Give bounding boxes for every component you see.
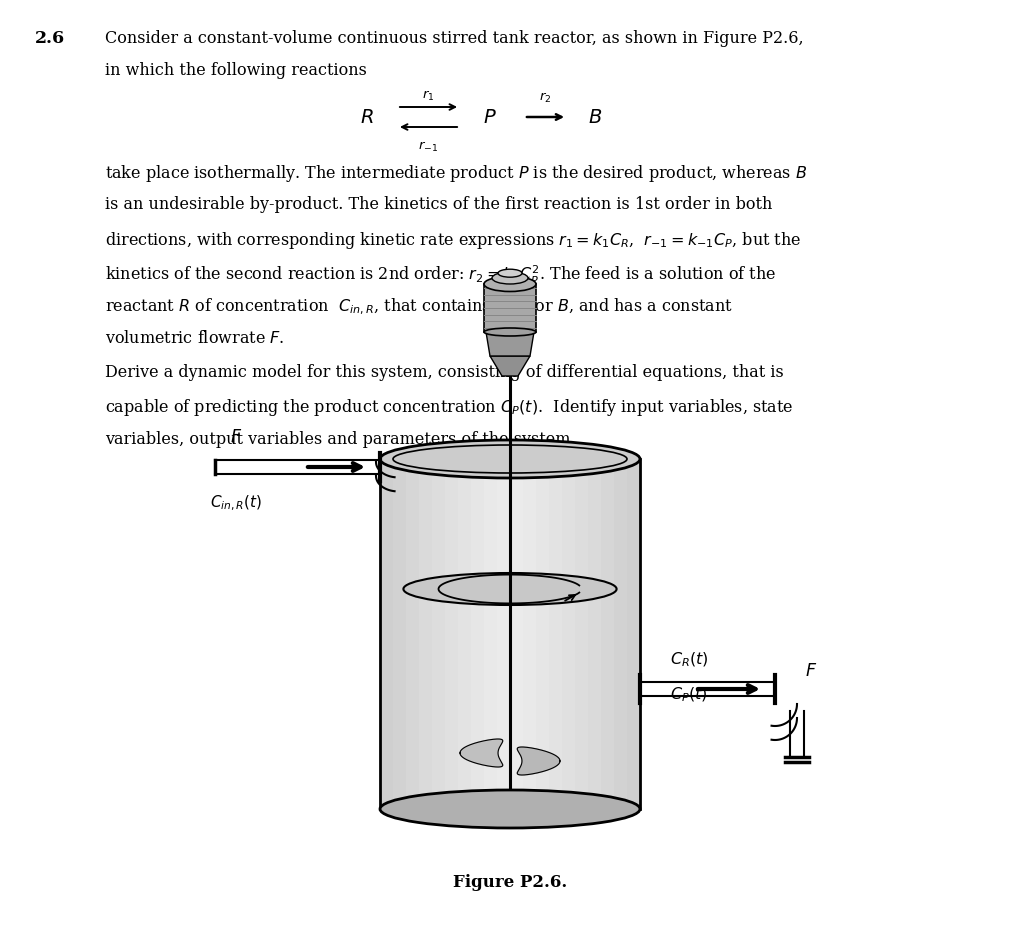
Polygon shape: [588, 460, 614, 809]
Ellipse shape: [380, 441, 640, 479]
Text: Consider a constant-volume continuous stirred tank reactor, as shown in Figure P: Consider a constant-volume continuous st…: [105, 30, 804, 47]
Polygon shape: [497, 460, 523, 809]
Polygon shape: [445, 460, 471, 809]
Polygon shape: [471, 460, 497, 809]
Polygon shape: [460, 739, 503, 767]
Polygon shape: [406, 460, 432, 809]
Text: take place isothermally. The intermediate product $P$ is the desired product, wh: take place isothermally. The intermediat…: [105, 162, 807, 184]
Text: reactant $R$ of concentration  $C_{in,R}$, that contains no $P$ or $B$, and has : reactant $R$ of concentration $C_{in,R}$…: [105, 296, 733, 317]
Text: kinetics of the second reaction is 2nd order: $r_2 =k_2C_P^2$. The feed is a sol: kinetics of the second reaction is 2nd o…: [105, 263, 776, 286]
Text: Derive a dynamic model for this system, consisting of differential equations, th: Derive a dynamic model for this system, …: [105, 363, 783, 380]
Text: $R$: $R$: [360, 109, 374, 126]
Ellipse shape: [484, 278, 536, 293]
Polygon shape: [490, 357, 530, 377]
Ellipse shape: [498, 270, 522, 278]
Text: $C_R(t)$: $C_R(t)$: [670, 650, 709, 668]
Polygon shape: [517, 748, 560, 775]
Polygon shape: [536, 460, 562, 809]
Text: is an undesirable by-product. The kinetics of the first reaction is 1st order in: is an undesirable by-product. The kineti…: [105, 196, 772, 213]
Text: volumetric flowrate $F$.: volumetric flowrate $F$.: [105, 330, 285, 347]
Polygon shape: [393, 460, 419, 809]
Polygon shape: [380, 460, 640, 809]
Polygon shape: [432, 460, 458, 809]
Text: Figure P2.6.: Figure P2.6.: [453, 873, 567, 890]
Polygon shape: [484, 460, 510, 809]
Ellipse shape: [484, 329, 536, 337]
Ellipse shape: [380, 790, 640, 828]
Ellipse shape: [492, 273, 528, 285]
Text: $P$: $P$: [483, 109, 497, 126]
Text: variables, output variables and parameters of the system.: variables, output variables and paramete…: [105, 430, 575, 447]
Polygon shape: [458, 460, 484, 809]
Polygon shape: [419, 460, 445, 809]
Text: directions, with corresponding kinetic rate expressions $r_1 =k_1C_R$,  $r_{-1} : directions, with corresponding kinetic r…: [105, 229, 802, 251]
Text: 2.6: 2.6: [35, 30, 66, 47]
Polygon shape: [523, 460, 549, 809]
Text: $F$: $F$: [230, 429, 243, 446]
Text: $C_{in,R}(t)$: $C_{in,R}(t)$: [210, 493, 262, 512]
Text: $F$: $F$: [805, 663, 817, 680]
Text: $C_P(t)$: $C_P(t)$: [670, 685, 708, 703]
Polygon shape: [575, 460, 601, 809]
Polygon shape: [549, 460, 575, 809]
Text: $r_1$: $r_1$: [422, 89, 435, 103]
Polygon shape: [484, 285, 536, 332]
Text: $r_{-1}$: $r_{-1}$: [419, 140, 438, 154]
Ellipse shape: [403, 573, 616, 605]
Text: $B$: $B$: [588, 109, 602, 126]
Polygon shape: [510, 460, 536, 809]
Polygon shape: [562, 460, 588, 809]
Text: in which the following reactions: in which the following reactions: [105, 62, 367, 79]
Text: $r_2$: $r_2$: [540, 91, 552, 105]
Polygon shape: [486, 332, 534, 357]
Text: capable of predicting the product concentration $C_P(t)$.  Identify input variab: capable of predicting the product concen…: [105, 397, 794, 418]
Polygon shape: [601, 460, 627, 809]
